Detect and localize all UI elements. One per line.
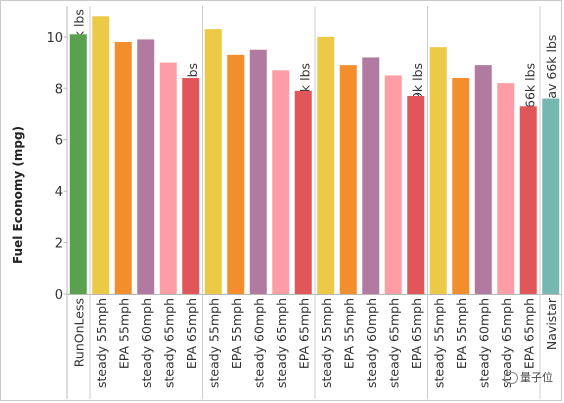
- category-label: steady 60mph: [251, 298, 266, 388]
- y-tick-label: 10: [46, 31, 63, 46]
- bar: [249, 49, 267, 294]
- bar: [137, 39, 155, 294]
- category-label: EPA 65mph: [184, 298, 199, 369]
- bar: [92, 16, 110, 295]
- category-label: steady 60mph: [139, 298, 154, 388]
- category-label: steady 55mph: [94, 298, 109, 388]
- y-tick-label: 6: [55, 134, 63, 149]
- bar: [159, 62, 177, 295]
- watermark-text: 量子位: [520, 371, 553, 384]
- category-label: EPA 55mph: [116, 298, 131, 369]
- bar: [294, 90, 312, 294]
- bar: [497, 83, 515, 295]
- watermark: 量子位: [504, 369, 553, 385]
- bar: [204, 29, 222, 295]
- category-label: steady 60mph: [476, 298, 491, 388]
- category-label: steady 55mph: [431, 298, 446, 388]
- bar: [452, 78, 470, 294]
- bar: [317, 36, 335, 294]
- bar: [519, 106, 537, 295]
- category-label: steady 55mph: [206, 298, 221, 388]
- group-header: 66k lbs: [523, 63, 538, 108]
- category-label: steady 65mph: [161, 298, 176, 388]
- bar: [362, 57, 380, 294]
- y-tick-label: 4: [55, 185, 63, 200]
- y-tick-label: 8: [55, 82, 63, 97]
- category-label: EPA 65mph: [296, 298, 311, 369]
- category-label: EPA 65mph: [409, 298, 424, 369]
- category-label: steady 65mph: [386, 298, 401, 388]
- bar: [429, 47, 447, 295]
- y-axis-label: Fuel Economy (mpg): [11, 126, 25, 264]
- group-header: Nav 66k lbs: [544, 35, 559, 108]
- bar: [542, 98, 560, 294]
- category-label: steady 55mph: [319, 298, 334, 388]
- category-label: steady 65mph: [499, 298, 514, 388]
- category-label: steady 65mph: [274, 298, 289, 388]
- category-label: EPA 55mph: [229, 298, 244, 369]
- bar: [182, 78, 200, 294]
- category-label: Navistar: [544, 297, 559, 350]
- y-tick-label: 2: [55, 237, 63, 252]
- wechat-icon: [504, 372, 518, 384]
- bar: [272, 70, 290, 295]
- bar: [114, 42, 132, 294]
- bar: [339, 65, 357, 295]
- category-label: RunOnLess: [71, 298, 86, 367]
- bar: [407, 96, 425, 294]
- y-tick-label: 0: [55, 288, 63, 303]
- category-label: steady 60mph: [364, 298, 379, 388]
- bar: [384, 75, 402, 294]
- category-label: EPA 65mph: [521, 298, 536, 369]
- category-label: EPA 55mph: [454, 298, 469, 369]
- bar: [227, 54, 245, 294]
- bar: [69, 34, 87, 295]
- category-label: EPA 55mph: [341, 298, 356, 369]
- bar: [474, 65, 492, 295]
